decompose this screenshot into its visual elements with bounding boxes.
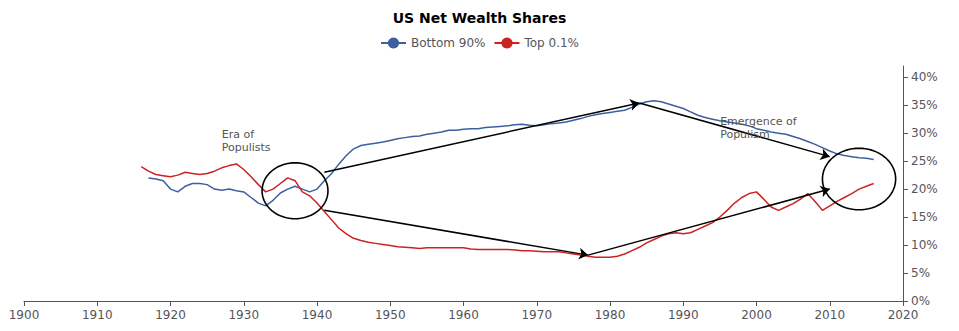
svg-text:Era of: Era of <box>222 128 255 141</box>
svg-text:1950: 1950 <box>375 308 406 322</box>
svg-text:20%: 20% <box>911 182 938 196</box>
svg-text:35%: 35% <box>911 98 938 112</box>
svg-text:5%: 5% <box>911 266 930 280</box>
svg-text:1940: 1940 <box>302 308 333 322</box>
svg-text:Populists: Populists <box>222 141 271 154</box>
svg-text:1920: 1920 <box>155 308 186 322</box>
svg-text:2020: 2020 <box>888 308 919 322</box>
svg-text:15%: 15% <box>911 210 938 224</box>
svg-text:2000: 2000 <box>741 308 772 322</box>
svg-text:Top 0.1%: Top 0.1% <box>523 36 579 50</box>
svg-text:1990: 1990 <box>668 308 699 322</box>
svg-text:US Net Wealth Shares: US Net Wealth Shares <box>393 10 567 26</box>
svg-text:0%: 0% <box>911 294 930 308</box>
svg-text:1960: 1960 <box>448 308 479 322</box>
svg-text:25%: 25% <box>911 154 938 168</box>
svg-text:Emergence of: Emergence of <box>720 115 798 128</box>
svg-text:2010: 2010 <box>814 308 845 322</box>
svg-text:1970: 1970 <box>521 308 552 322</box>
svg-text:Populism: Populism <box>720 128 769 141</box>
svg-text:30%: 30% <box>911 126 938 140</box>
svg-text:1980: 1980 <box>595 308 626 322</box>
svg-text:10%: 10% <box>911 238 938 252</box>
svg-text:1900: 1900 <box>9 308 40 322</box>
svg-text:1910: 1910 <box>82 308 113 322</box>
svg-text:Bottom 90%: Bottom 90% <box>411 36 486 50</box>
svg-text:1930: 1930 <box>228 308 259 322</box>
svg-text:40%: 40% <box>911 70 938 84</box>
